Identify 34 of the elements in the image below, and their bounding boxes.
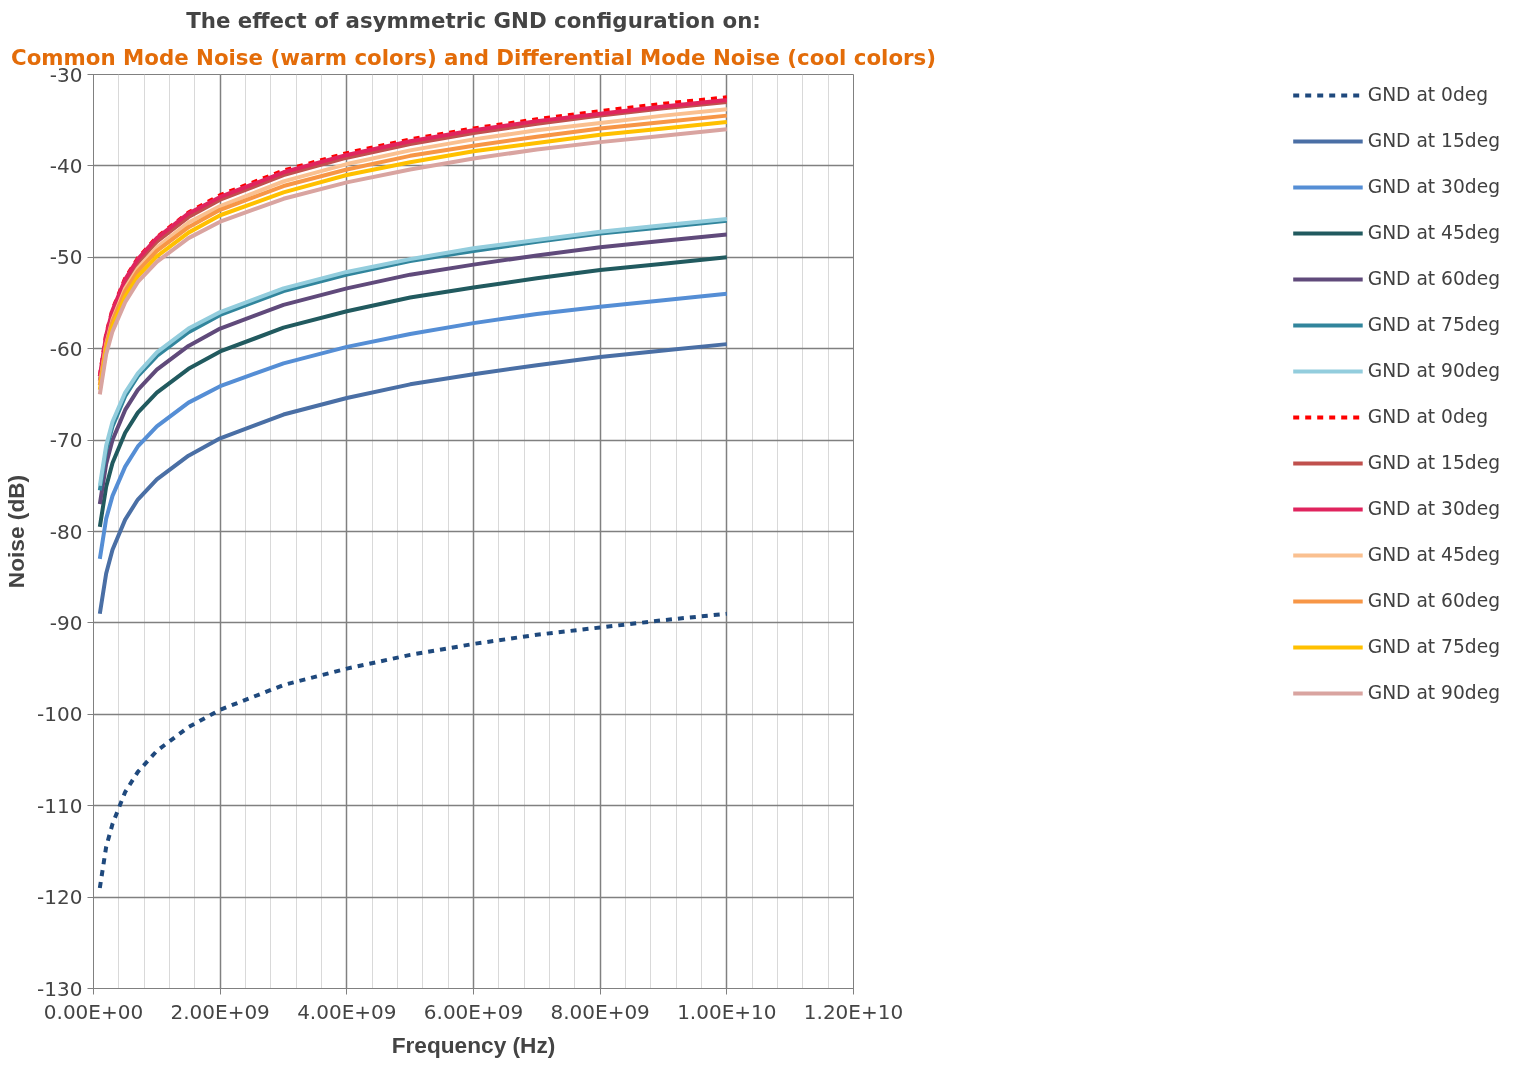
legend-label: GND at 45deg: [1367, 544, 1500, 565]
y-tick-label: -110: [37, 793, 83, 818]
legend-label: GND at 75deg: [1367, 314, 1500, 335]
legend-label: GND at 30deg: [1367, 176, 1500, 197]
legend-label: GND at 90deg: [1367, 682, 1500, 703]
legend-label: GND at 0deg: [1367, 406, 1489, 427]
y-tick-label: -120: [37, 885, 83, 910]
y-axis-title: Noise (dB): [3, 474, 30, 589]
legend-label: GND at 75deg: [1367, 636, 1500, 657]
x-tick-label: 1.00E+10: [677, 999, 777, 1024]
legend-label: GND at 0deg: [1367, 84, 1489, 105]
legend-label: GND at 15deg: [1367, 452, 1500, 473]
x-tick-label: 8.00E+09: [550, 999, 650, 1024]
x-tick-label: 2.00E+09: [170, 999, 270, 1024]
legend-label: GND at 15deg: [1367, 130, 1500, 151]
x-tick-label: 4.00E+09: [297, 999, 397, 1024]
legend-label: GND at 90deg: [1367, 360, 1500, 381]
y-tick-label: -80: [49, 519, 83, 544]
x-axis-title: Frequency (Hz): [391, 1031, 556, 1058]
y-tick-label: -90: [49, 610, 83, 635]
legend-label: GND at 30deg: [1367, 498, 1500, 519]
y-tick-label: -60: [49, 336, 83, 361]
x-tick-label: 0.00E+00: [43, 999, 144, 1024]
y-tick-label: -40: [49, 153, 83, 178]
y-tick-label: -70: [49, 428, 83, 453]
x-tick-label: 6.00E+09: [423, 999, 524, 1024]
chart-title: The effect of asymmetric GND configuration on:: [186, 7, 761, 33]
y-tick-label: -50: [49, 245, 83, 270]
x-tick-label: 1.20E+10: [803, 999, 904, 1024]
y-tick-label: -130: [37, 976, 83, 1001]
legend-label: GND at 45deg: [1367, 222, 1500, 243]
legend-label: GND at 60deg: [1367, 268, 1500, 289]
y-tick-label: -100: [37, 702, 83, 727]
legend-label: GND at 60deg: [1367, 590, 1500, 611]
